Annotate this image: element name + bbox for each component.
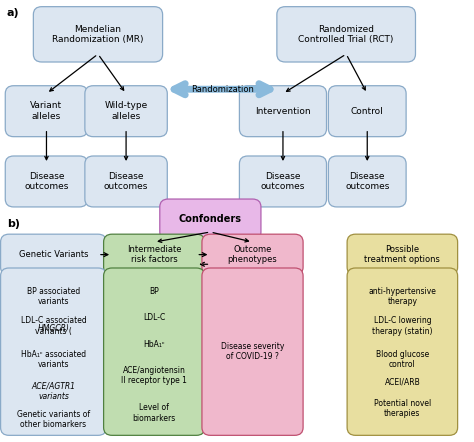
Text: Genetic Variants: Genetic Variants (19, 250, 88, 259)
Text: HMGCR): HMGCR) (37, 324, 69, 333)
Text: ACE/angiotensin
II receptor type 1: ACE/angiotensin II receptor type 1 (121, 366, 187, 385)
Text: Potential novel
therapies: Potential novel therapies (374, 399, 431, 418)
Text: Disease
outcomes: Disease outcomes (345, 172, 390, 191)
FancyBboxPatch shape (33, 7, 163, 62)
Text: Randomized
Controlled Trial (RCT): Randomized Controlled Trial (RCT) (299, 25, 394, 44)
Text: Randomization: Randomization (191, 85, 254, 94)
Text: ACEI/ARB: ACEI/ARB (384, 378, 420, 387)
Text: Disease
outcomes: Disease outcomes (104, 172, 148, 191)
Text: b): b) (7, 219, 19, 229)
Text: HbA₁ᶜ: HbA₁ᶜ (143, 339, 165, 349)
FancyBboxPatch shape (104, 268, 205, 435)
FancyBboxPatch shape (202, 268, 303, 435)
Text: Disease
outcomes: Disease outcomes (261, 172, 305, 191)
Text: Control: Control (351, 107, 383, 116)
Text: anti-hypertensive
therapy: anti-hypertensive therapy (368, 287, 436, 306)
Text: Variant
alleles: Variant alleles (30, 102, 63, 121)
Text: ACE/AGTR1
variants: ACE/AGTR1 variants (31, 381, 75, 401)
FancyBboxPatch shape (202, 234, 303, 275)
Text: Outcome
phenotypes: Outcome phenotypes (228, 245, 277, 264)
FancyBboxPatch shape (328, 86, 406, 137)
Text: Possible
treatment options: Possible treatment options (365, 245, 440, 264)
Text: Confonders: Confonders (179, 214, 242, 225)
Text: LDL-C associated
variants (: LDL-C associated variants ( (21, 316, 86, 336)
FancyBboxPatch shape (277, 7, 416, 62)
Text: Genetic variants of
other biomarkers: Genetic variants of other biomarkers (17, 410, 90, 429)
Text: Blood glucose
control: Blood glucose control (376, 350, 429, 369)
FancyBboxPatch shape (104, 234, 205, 275)
Text: BP: BP (149, 287, 159, 296)
Text: HbA₁ᶜ associated
variants: HbA₁ᶜ associated variants (21, 350, 86, 369)
Text: LDL-C: LDL-C (143, 313, 165, 322)
FancyBboxPatch shape (347, 234, 457, 275)
Text: Disease
outcomes: Disease outcomes (24, 172, 69, 191)
FancyBboxPatch shape (5, 86, 88, 137)
FancyBboxPatch shape (347, 268, 457, 435)
FancyBboxPatch shape (85, 156, 167, 207)
Text: LDL-C lowering
therapy (statin): LDL-C lowering therapy (statin) (372, 316, 433, 336)
FancyBboxPatch shape (0, 268, 107, 435)
Text: Intermediate
risk factors: Intermediate risk factors (127, 245, 182, 264)
Text: Wild-type
alleles: Wild-type alleles (104, 102, 148, 121)
FancyBboxPatch shape (328, 156, 406, 207)
Text: Mendelian
Randomization (MR): Mendelian Randomization (MR) (52, 25, 144, 44)
FancyBboxPatch shape (160, 199, 261, 240)
FancyBboxPatch shape (0, 234, 107, 275)
Text: Intervention: Intervention (255, 107, 311, 116)
FancyBboxPatch shape (239, 86, 327, 137)
Text: a): a) (7, 8, 19, 18)
FancyBboxPatch shape (5, 156, 88, 207)
FancyBboxPatch shape (85, 86, 167, 137)
Text: Disease severity
of COVID-19 ?: Disease severity of COVID-19 ? (221, 342, 284, 362)
FancyBboxPatch shape (239, 156, 327, 207)
Text: BP associated
variants: BP associated variants (27, 287, 80, 306)
Text: Level of
biomarkers: Level of biomarkers (133, 403, 176, 423)
